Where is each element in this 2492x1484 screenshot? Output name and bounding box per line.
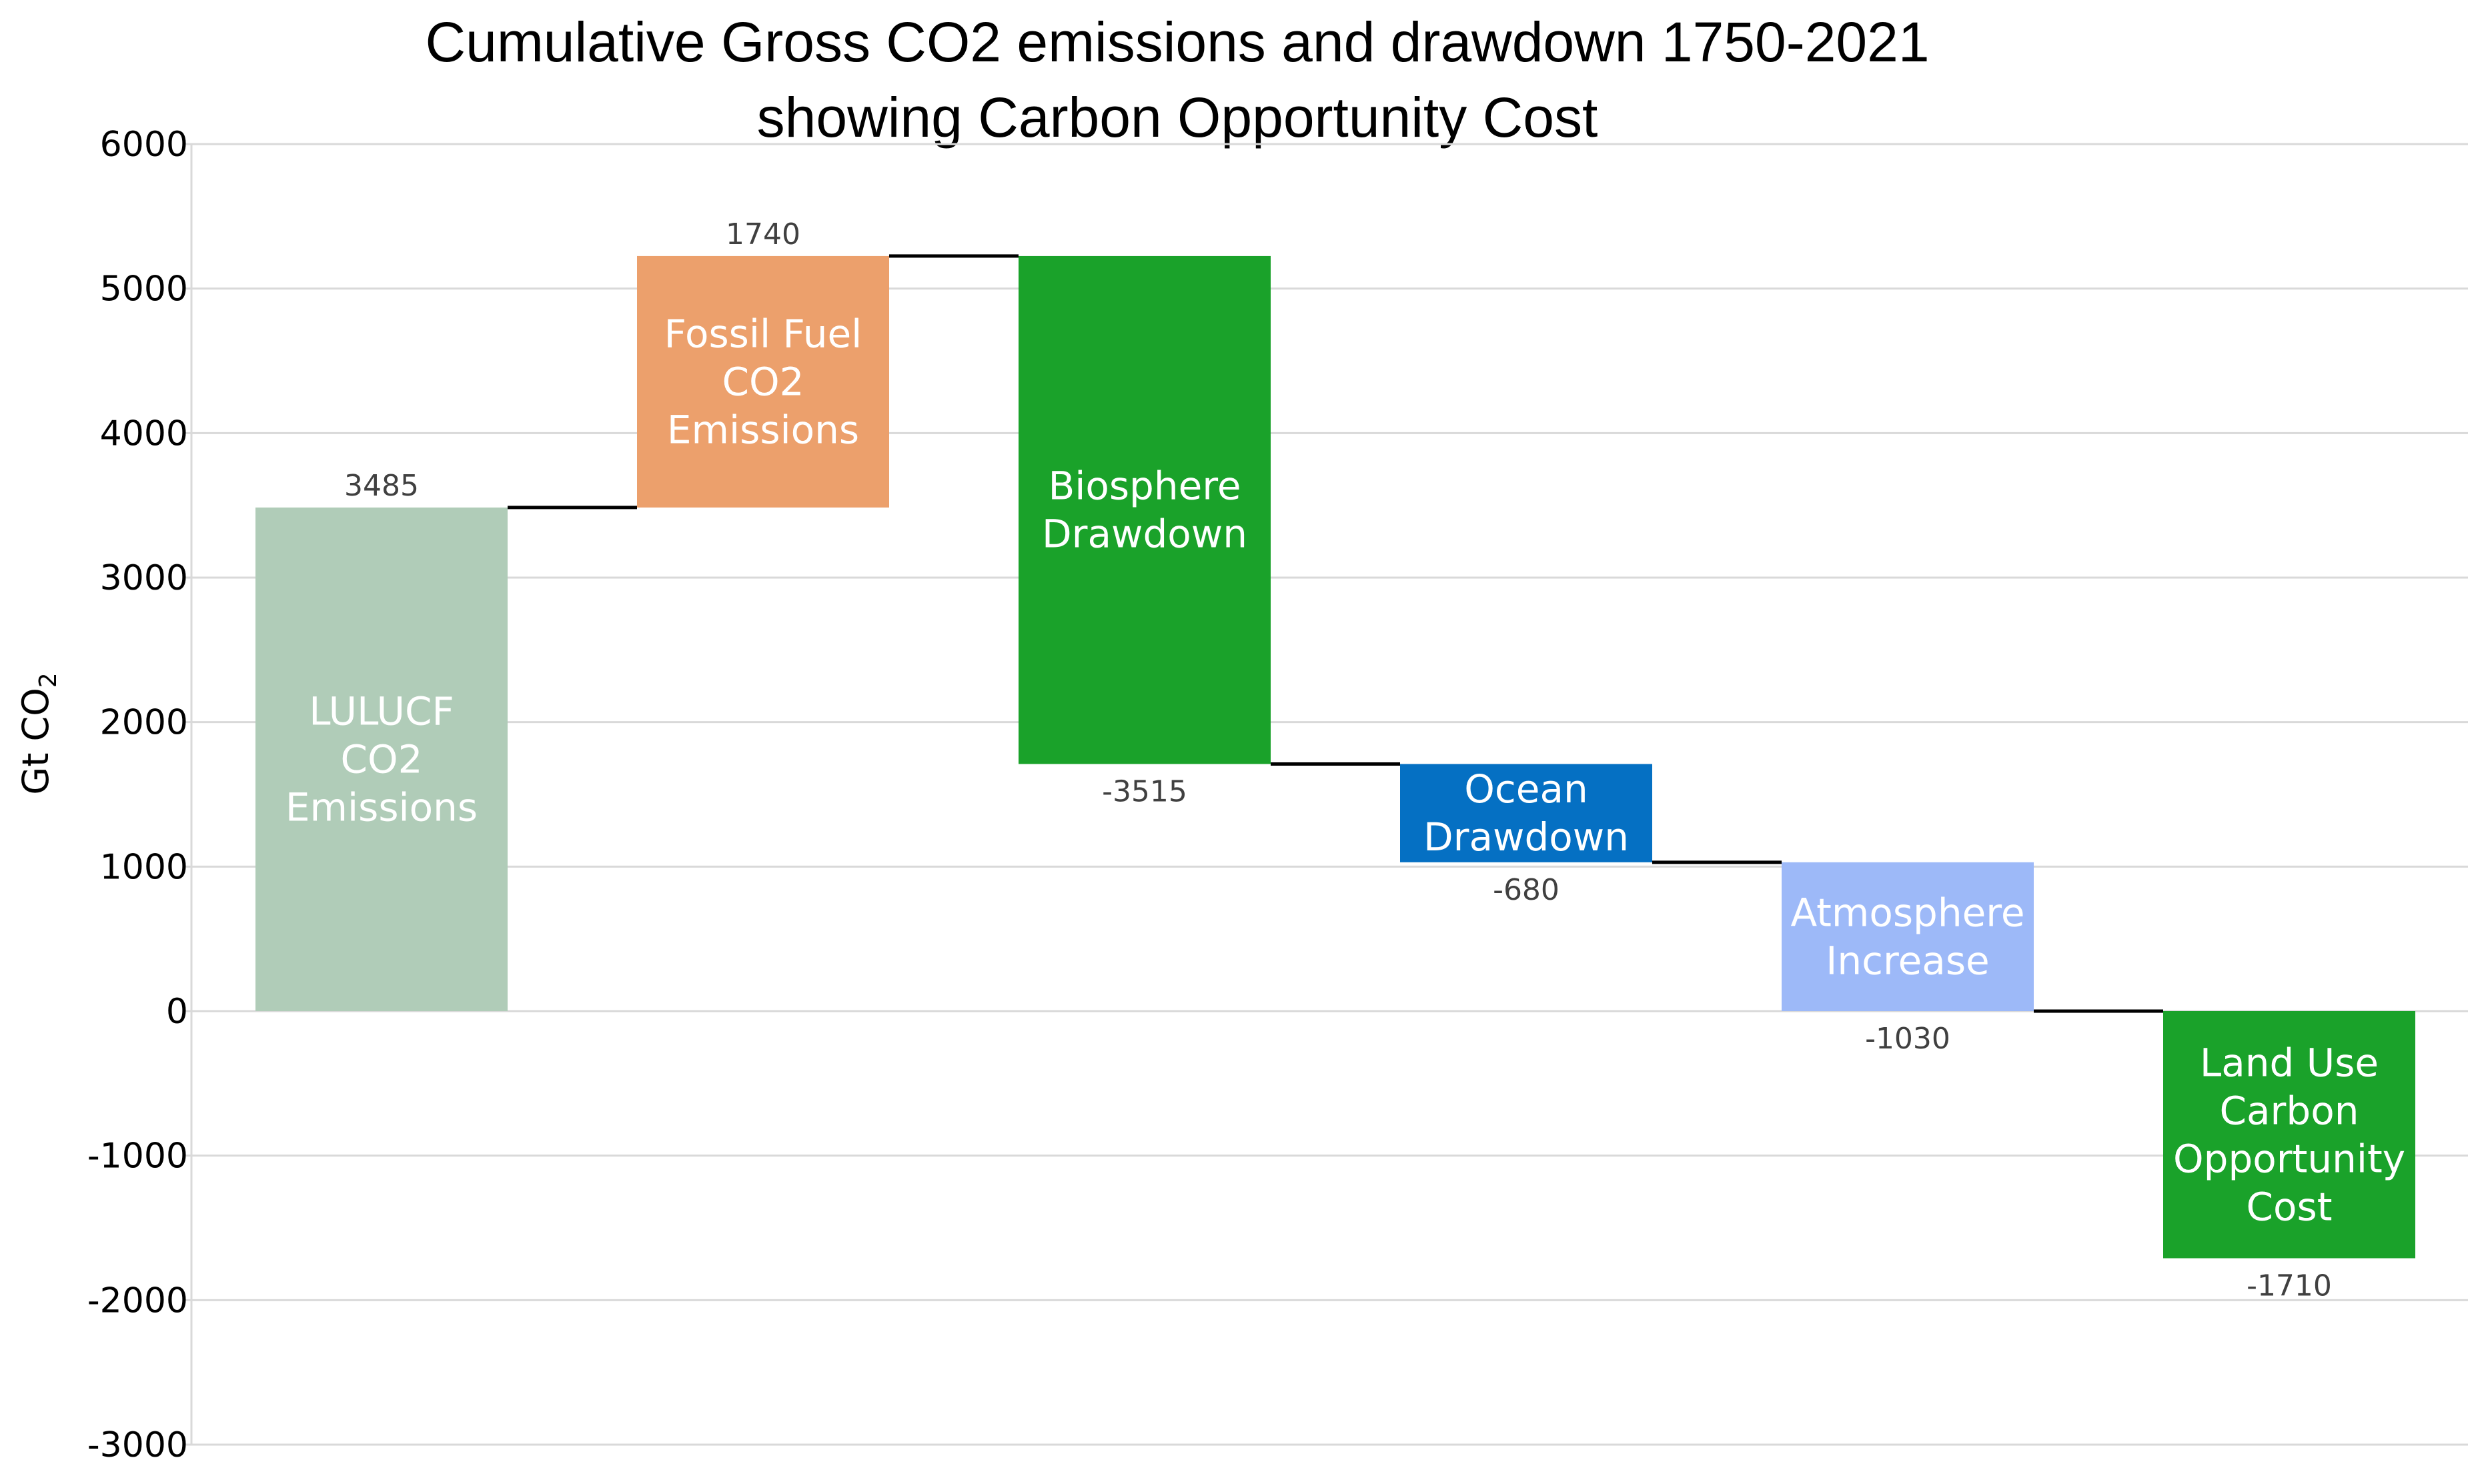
bar-category-label: CO2: [722, 359, 804, 404]
bar-category-label: Atmosphere: [1790, 890, 2024, 935]
bar-category-label: Land Use: [2200, 1040, 2379, 1085]
bar-category-label: Cost: [2247, 1184, 2333, 1229]
bar-category-label: Fossil Fuel: [664, 311, 862, 356]
bar-category-label: Emissions: [667, 407, 859, 452]
bar-category-label: Increase: [1826, 938, 1989, 983]
bar-value-label: 3485: [344, 469, 419, 503]
waterfall-bar: [255, 507, 508, 1011]
bar-value-label: 1740: [726, 217, 800, 251]
waterfall-bar: [1019, 255, 1271, 764]
bar-category-label: Drawdown: [1042, 512, 1247, 557]
chart-title-line-2: showing Carbon Opportunity Cost: [757, 86, 1598, 149]
bar-value-label: -1030: [1865, 1022, 1950, 1056]
y-tick-label: 3000: [100, 558, 188, 598]
y-tick-label: 4000: [100, 414, 188, 454]
y-tick-label: 2000: [100, 703, 188, 743]
bar-value-label: -680: [1493, 873, 1560, 907]
waterfall-bar: [1782, 862, 2034, 1011]
waterfall-bars: [255, 255, 2415, 1259]
bar-category-label: Emissions: [285, 784, 478, 830]
bar-category-label: Opportunity: [2173, 1136, 2405, 1181]
bar-category-label: Biosphere: [1048, 464, 1241, 509]
waterfall-bar: [637, 255, 889, 508]
bar-category-label: LULUCF: [309, 688, 454, 734]
y-tick-label: -3000: [87, 1425, 188, 1465]
y-tick-label: 5000: [100, 269, 188, 309]
chart-title: Cumulative Gross CO2 emissions and drawd…: [425, 11, 1929, 149]
y-axis-ticks: 6000 5000 4000 3000 2000 1000 0 -1000 -2000 -3000: [87, 125, 188, 1465]
y-tick-label: 6000: [100, 125, 188, 165]
y-tick-label: 1000: [100, 847, 188, 887]
y-axis-label: Gt CO2: [15, 672, 62, 794]
gridlines: [185, 143, 2468, 1446]
bar-category-label: Ocean: [1464, 766, 1588, 812]
waterfall-bar: [1400, 764, 1652, 862]
y-tick-label: -2000: [87, 1281, 188, 1321]
bar-category-label: CO2: [340, 736, 422, 782]
bar-category-label: Drawdown: [1423, 814, 1629, 860]
waterfall-bar: [2163, 1011, 2415, 1259]
y-tick-label: -1000: [87, 1137, 188, 1177]
bar-value-label: -3515: [1102, 775, 1187, 809]
y-tick-label: 0: [166, 992, 188, 1032]
bar-category-label: Carbon: [2220, 1088, 2359, 1133]
waterfall-connectors: [508, 254, 2163, 1013]
bar-value-label: -1710: [2247, 1269, 2332, 1303]
chart-title-line-1: Cumulative Gross CO2 emissions and drawd…: [425, 11, 1929, 73]
